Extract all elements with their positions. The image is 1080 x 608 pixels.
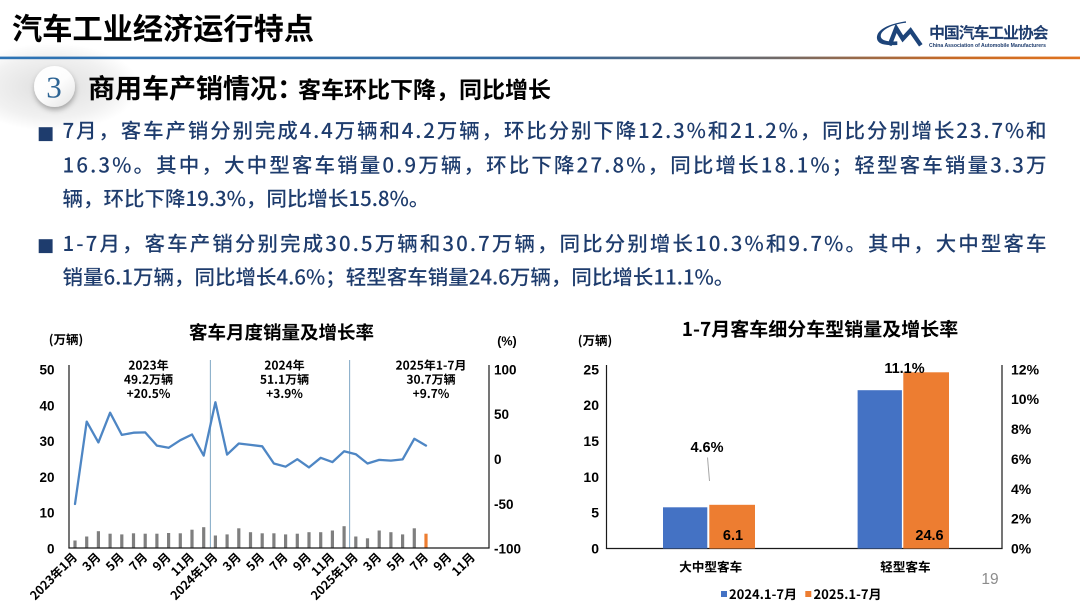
svg-text:6%: 6% — [1011, 451, 1032, 467]
svg-text:20: 20 — [39, 470, 54, 485]
svg-text:40: 40 — [39, 398, 54, 413]
svg-text:50: 50 — [494, 407, 509, 422]
svg-text:10: 10 — [583, 469, 599, 485]
svg-text:25: 25 — [583, 361, 599, 377]
svg-text:6.1: 6.1 — [723, 528, 743, 544]
svg-text:-100: -100 — [494, 542, 521, 557]
svg-text:2%: 2% — [1011, 511, 1032, 527]
svg-text:15: 15 — [583, 433, 599, 449]
svg-text:11.1%: 11.1% — [884, 361, 924, 377]
svg-text:12%: 12% — [1011, 361, 1040, 377]
svg-text:8%: 8% — [1011, 421, 1032, 437]
svg-text:China Association of Automobil: China Association of Automobile Manufact… — [929, 43, 1046, 49]
svg-text:24.6: 24.6 — [915, 528, 943, 544]
svg-text:0%: 0% — [1011, 541, 1032, 557]
svg-text:3: 3 — [46, 70, 62, 105]
svg-text:30: 30 — [39, 434, 54, 449]
svg-text:4%: 4% — [1011, 481, 1032, 497]
svg-text:4.6%: 4.6% — [690, 440, 723, 456]
svg-text:19: 19 — [981, 571, 998, 588]
svg-text:10%: 10% — [1011, 391, 1040, 407]
svg-text:20: 20 — [583, 397, 599, 413]
svg-text:0: 0 — [47, 542, 55, 557]
svg-text:0: 0 — [494, 452, 502, 467]
svg-text:5: 5 — [591, 505, 599, 521]
svg-text:50: 50 — [39, 363, 54, 378]
svg-text:(%): (%) — [497, 335, 516, 349]
svg-text:10: 10 — [39, 506, 54, 521]
svg-text:0: 0 — [591, 541, 599, 557]
svg-text:-50: -50 — [494, 497, 514, 512]
svg-text:100: 100 — [494, 363, 517, 378]
